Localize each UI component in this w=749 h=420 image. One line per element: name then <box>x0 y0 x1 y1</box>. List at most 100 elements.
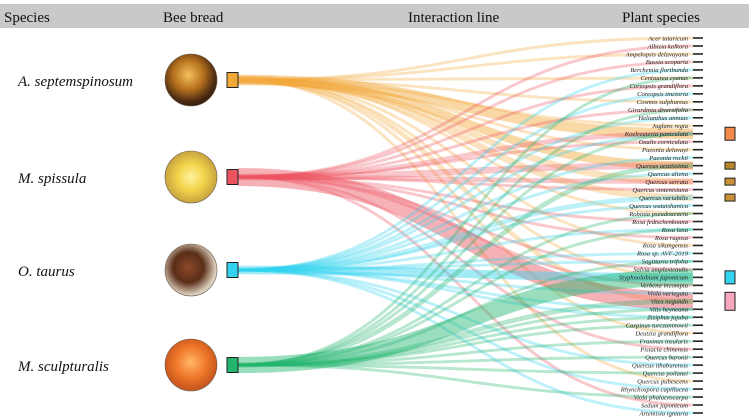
plant-node-box <box>724 270 736 285</box>
plant-node-tick <box>693 228 703 231</box>
interaction-line <box>237 175 694 351</box>
interaction-line <box>237 60 694 179</box>
interaction-line <box>237 36 694 82</box>
plant-species-name: Girardinia diversifolia <box>628 107 689 114</box>
interaction-line <box>237 315 694 367</box>
plant-species-name: Acer tataricum <box>647 35 688 42</box>
bee-species-name: A. septemspinosum <box>17 74 133 90</box>
plant-species-name: Quercus sintenisiana <box>632 187 688 194</box>
bee-bread-photo-rim <box>164 243 218 297</box>
plant-species-row: Quercus sintenisiana <box>632 187 703 194</box>
plant-species-name: Verbena incompta <box>640 283 688 290</box>
bee-bread-photo <box>164 243 218 297</box>
header-species: Species <box>4 10 50 26</box>
plant-node-tick <box>693 244 703 247</box>
interaction-line <box>237 268 694 391</box>
plant-species-row: Quercus wutaishanica <box>629 203 703 210</box>
plant-node-tick <box>693 45 703 47</box>
interaction-line <box>237 355 694 367</box>
interaction-line <box>237 269 694 374</box>
plant-species-row: Quercus pubescens <box>637 378 703 385</box>
plant-node-tick <box>693 93 703 95</box>
plant-species-name: Quercus wutaishanica <box>629 203 689 210</box>
plant-species-name: Sagittaria trifolia <box>642 259 689 266</box>
plant-node-tick <box>693 348 703 350</box>
interaction-line <box>237 175 694 407</box>
interaction-line <box>237 44 694 179</box>
plant-species-name: Paeonia delavayi <box>641 147 688 154</box>
plant-node-tick <box>693 77 703 79</box>
interaction-line <box>237 68 694 272</box>
interaction-line <box>237 339 694 367</box>
plant-species-row: Rosa sikangensis <box>642 243 703 250</box>
plant-species-row: Albizia kalkora <box>647 43 703 50</box>
plant-node-tick <box>693 53 703 55</box>
plant-species-row: Bassia scoparia <box>646 59 703 66</box>
plant-node-tick <box>693 236 703 239</box>
interaction-line <box>237 268 694 295</box>
interaction-line <box>237 259 694 272</box>
interaction-line <box>237 92 694 272</box>
plant-species-name: Cosmos sulphureus <box>637 99 689 106</box>
plant-node-box <box>724 177 736 186</box>
bee-bread-photo-rim <box>164 338 218 392</box>
interaction-line <box>237 323 694 367</box>
plant-species-row: Girardinia diversifolia <box>628 107 703 114</box>
plant-species-row: Verbena incompta <box>640 283 703 290</box>
plant-species-name: Albizia kalkora <box>647 43 689 50</box>
plant-species-row: Paeonia delavayi <box>641 147 703 154</box>
interaction-line <box>237 259 694 367</box>
header-plant-species: Plant species <box>622 10 700 26</box>
plant-species-name: Rosa fedtschenkoana <box>631 219 689 226</box>
interaction-line <box>237 76 694 367</box>
plant-species-row: Quercus serrata <box>645 177 736 186</box>
plant-node-tick <box>693 396 703 398</box>
plant-species-name: Oxalis corniculata <box>639 139 689 146</box>
plant-node-tick <box>693 148 703 151</box>
interaction-line <box>237 163 694 368</box>
plant-node-tick <box>693 61 703 63</box>
plant-species-row: Quercus acutissima <box>636 161 736 170</box>
plant-node-tick <box>693 276 703 279</box>
plant-species-name: Coreopsis grandiflora <box>629 83 688 90</box>
interaction-line <box>237 228 694 272</box>
plant-node-tick <box>693 388 703 390</box>
plant-species-row: Centaurea cyanus <box>640 75 703 82</box>
interaction-line <box>237 140 694 179</box>
bee-bread-photo <box>164 150 218 204</box>
plant-species-name: Helianthus annuus <box>637 115 688 122</box>
interaction-line <box>237 174 694 185</box>
bee-bread-photo <box>164 53 218 107</box>
plant-node-tick <box>693 132 703 135</box>
plant-species-row: Rosa laxa <box>661 227 703 234</box>
plant-node-tick <box>693 332 703 335</box>
interaction-line <box>237 108 694 367</box>
plant-node-tick <box>693 69 703 71</box>
plant-node-box <box>724 161 736 170</box>
plant-species-name: Paeonia rockii <box>648 155 688 162</box>
plant-node-tick <box>693 404 703 406</box>
plant-species-name: Koelreuteria paniculata <box>624 131 689 138</box>
plant-species-name: Juglans regia <box>652 123 689 130</box>
plant-node-box <box>724 291 736 311</box>
plant-species-row: Quercus poilanei <box>643 370 703 377</box>
plant-species-row: Juglans regia <box>652 123 703 130</box>
plant-species-row: Quercus aliena <box>648 171 703 178</box>
plant-species-name: Ziziphus jujuba <box>647 315 689 322</box>
bee-bread-photo-disc <box>165 54 217 106</box>
plant-node-tick <box>693 340 703 342</box>
plant-species-name: Styphnolobium japonicum <box>619 275 688 282</box>
bee-species-name: O. taurus <box>18 264 75 280</box>
interaction-line <box>237 78 694 104</box>
plant-node-tick <box>693 188 703 191</box>
interaction-line <box>237 212 694 367</box>
interaction-line <box>237 78 694 215</box>
interaction-line <box>237 84 694 179</box>
plant-species-name: Artemisia igniaria <box>638 410 688 417</box>
interaction-line <box>237 228 694 367</box>
plant-species-row: Coreopsis tinctoria <box>637 91 703 98</box>
plant-species-row: Viola variegata <box>647 291 703 298</box>
bee-species-row: M. sculpturalis <box>17 338 239 392</box>
interaction-line <box>237 116 694 272</box>
